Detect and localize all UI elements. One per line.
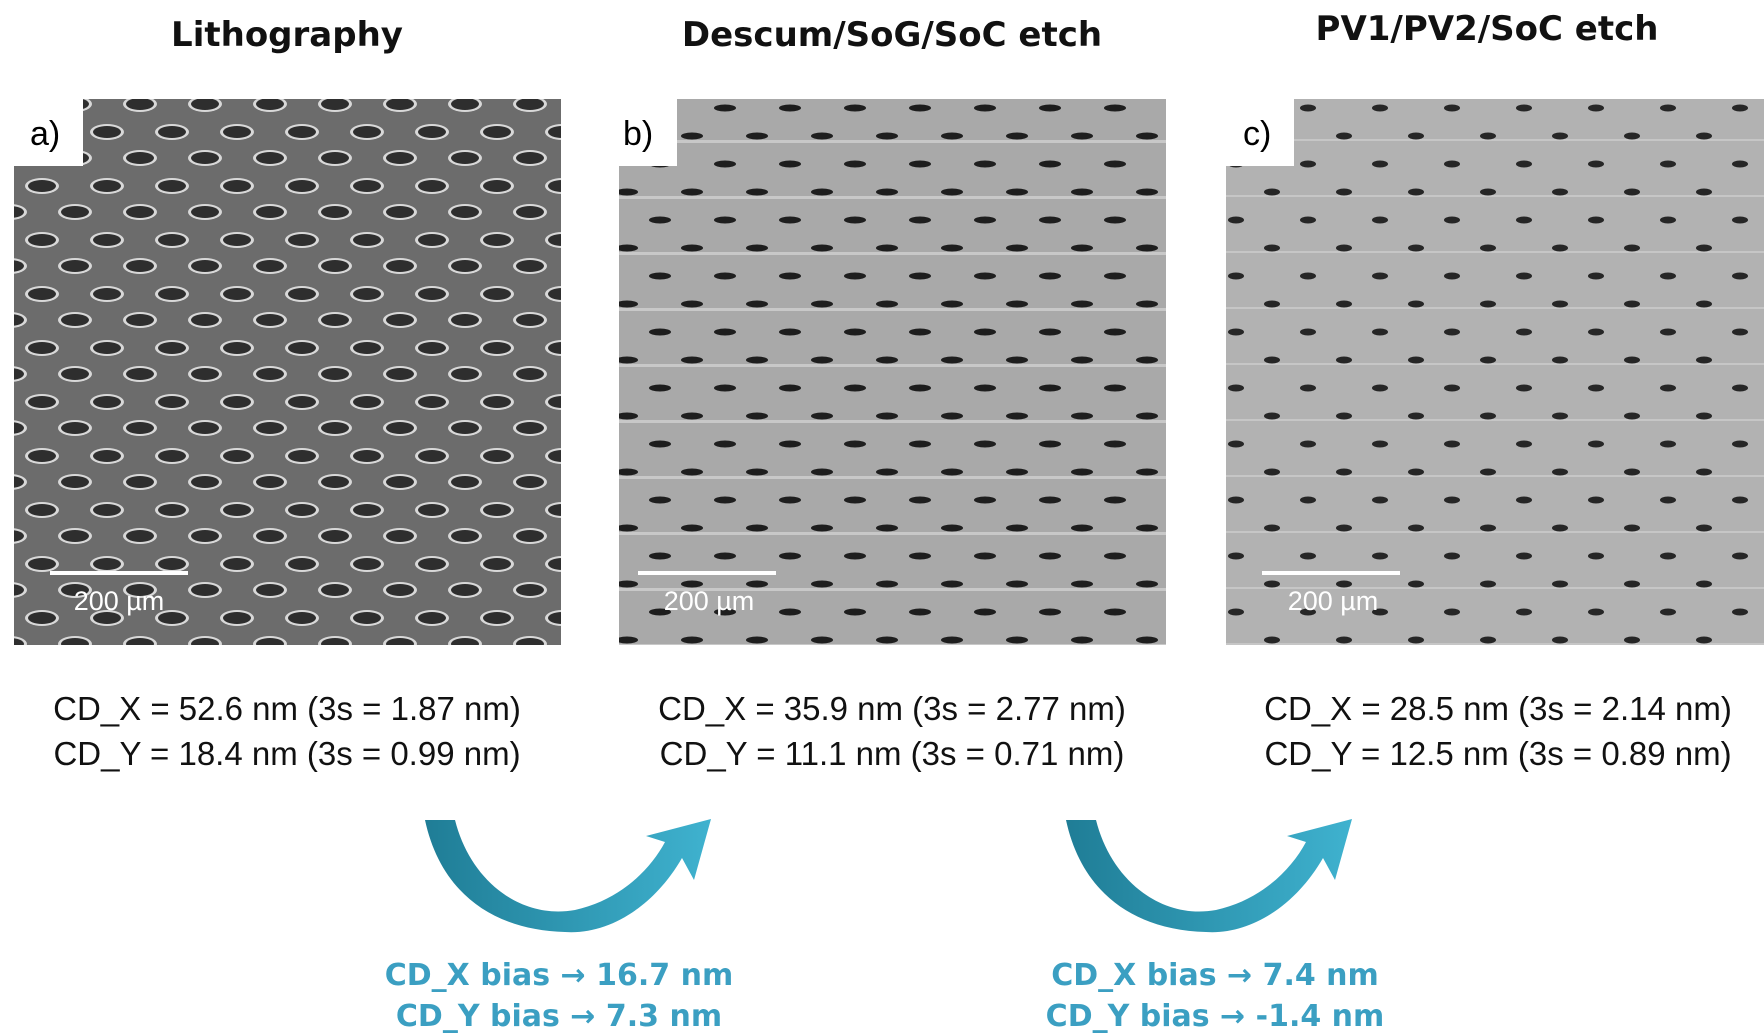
stat: CD_Y = 18.4 nm (3s = 0.99 nm) [53, 735, 520, 772]
figure: Lithography a) 200 µm CD_X = 52.6 nm (3s… [0, 0, 1764, 1035]
curved-arrow [425, 819, 711, 932]
stat: CD_X = 52.6 nm (3s = 1.87 nm) [53, 690, 521, 727]
sem-image [619, 99, 1166, 645]
panel-title: Descum/SoG/SoC etch [682, 15, 1102, 55]
panel-label: b) [623, 115, 653, 153]
bias-label: CD_Y bias → -1.4 nm [1046, 999, 1385, 1034]
panel-label: a) [30, 115, 60, 153]
panel-title: PV1/PV2/SoC etch [1316, 9, 1659, 49]
panel-label: c) [1243, 115, 1271, 153]
bias-label: CD_X bias → 16.7 nm [385, 958, 733, 993]
stat: CD_X = 28.5 nm (3s = 2.14 nm) [1264, 690, 1732, 727]
panel-title: Lithography [171, 15, 403, 55]
scale-bar-label: 200 µm [74, 586, 165, 616]
stat: CD_Y = 11.1 nm (3s = 0.71 nm) [660, 735, 1125, 772]
scale-bar-label: 200 µm [1288, 586, 1379, 616]
bias-label: CD_Y bias → 7.3 nm [396, 999, 722, 1034]
stat: CD_Y = 12.5 nm (3s = 0.89 nm) [1264, 735, 1731, 772]
scale-bar-label: 200 µm [664, 586, 755, 616]
sem-image [1226, 99, 1764, 645]
curved-arrow [1066, 819, 1352, 932]
bias-label: CD_X bias → 7.4 nm [1051, 958, 1379, 993]
stat: CD_X = 35.9 nm (3s = 2.77 nm) [658, 690, 1126, 727]
sem-image [14, 99, 561, 645]
